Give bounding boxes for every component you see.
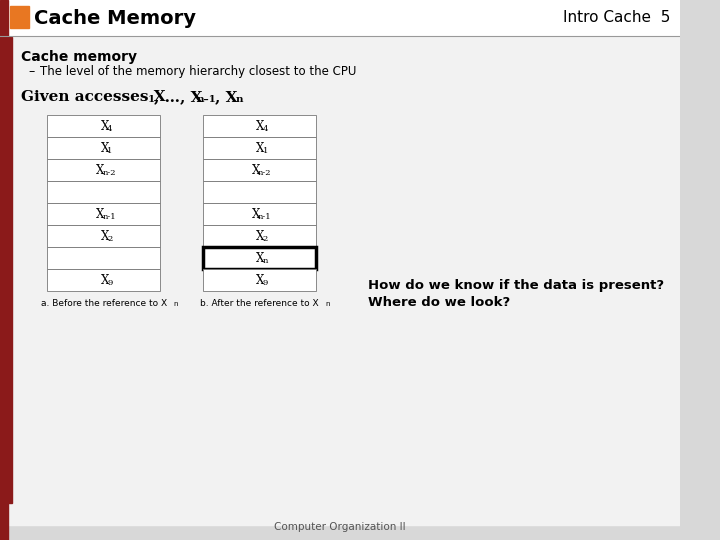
- Text: X: X: [256, 141, 265, 154]
- Text: X: X: [96, 164, 104, 177]
- Bar: [48, 203, 161, 225]
- Text: Given accesses X: Given accesses X: [21, 90, 166, 104]
- Text: a. Before the reference to X: a. Before the reference to X: [41, 299, 167, 308]
- Text: Cache memory: Cache memory: [21, 50, 137, 64]
- Text: X: X: [256, 230, 265, 242]
- Text: Computer Organization II: Computer Organization II: [274, 522, 405, 532]
- Text: n-1: n-1: [258, 213, 271, 221]
- Text: X: X: [251, 207, 260, 220]
- Bar: [48, 159, 161, 181]
- Bar: [203, 181, 316, 203]
- Text: X: X: [101, 119, 109, 132]
- Bar: [48, 247, 161, 269]
- Text: X: X: [251, 164, 260, 177]
- Text: n-2: n-2: [258, 169, 271, 177]
- Text: X: X: [256, 119, 265, 132]
- Text: X: X: [96, 207, 104, 220]
- Text: 9: 9: [107, 279, 112, 287]
- Text: 9: 9: [263, 279, 269, 287]
- Bar: [203, 247, 316, 269]
- Bar: [10, 6, 30, 28]
- Text: How do we know if the data is present?: How do we know if the data is present?: [368, 279, 665, 292]
- Text: X: X: [256, 252, 265, 265]
- Text: n: n: [236, 96, 243, 105]
- Bar: [0, 0, 7, 540]
- Text: X: X: [101, 230, 109, 242]
- Text: n: n: [263, 257, 269, 265]
- Text: 4: 4: [263, 125, 269, 133]
- Bar: [48, 269, 161, 291]
- Text: 1: 1: [263, 147, 269, 155]
- Text: X: X: [256, 273, 265, 287]
- Bar: [203, 203, 316, 225]
- Bar: [48, 137, 161, 159]
- Text: 1: 1: [107, 147, 112, 155]
- Text: b. After the reference to X: b. After the reference to X: [200, 299, 319, 308]
- Text: 2: 2: [263, 235, 268, 243]
- Text: 1: 1: [148, 96, 155, 105]
- Text: , X: , X: [215, 90, 238, 104]
- Bar: [203, 115, 316, 137]
- Bar: [48, 181, 161, 203]
- Bar: [203, 269, 316, 291]
- Text: n: n: [325, 301, 330, 307]
- Text: n: n: [174, 301, 178, 307]
- Bar: [48, 115, 161, 137]
- Bar: [0, 0, 680, 36]
- Text: n-2: n-2: [102, 169, 116, 177]
- Text: , …, X: , …, X: [154, 90, 202, 104]
- Text: X: X: [101, 273, 109, 287]
- Text: 2: 2: [107, 235, 112, 243]
- Bar: [7, 37, 12, 503]
- Bar: [203, 137, 316, 159]
- Text: –: –: [28, 65, 35, 78]
- Text: Cache Memory: Cache Memory: [34, 9, 196, 28]
- Text: n-1: n-1: [102, 213, 116, 221]
- Text: X: X: [101, 141, 109, 154]
- Text: 4: 4: [107, 125, 112, 133]
- Text: The level of the memory hierarchy closest to the CPU: The level of the memory hierarchy closes…: [40, 65, 356, 78]
- Text: Intro Cache  5: Intro Cache 5: [563, 10, 670, 25]
- Bar: [48, 225, 161, 247]
- Text: Where do we look?: Where do we look?: [368, 295, 510, 308]
- Bar: [203, 225, 316, 247]
- Text: n–1: n–1: [197, 96, 216, 105]
- Bar: [203, 159, 316, 181]
